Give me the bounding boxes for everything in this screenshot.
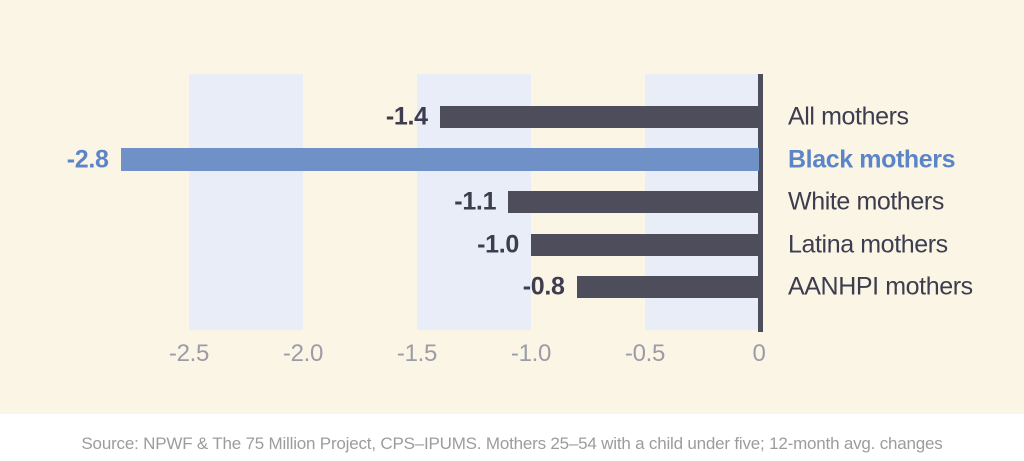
x-tick-label: -0.5 (624, 340, 666, 367)
source-note: Source: NPWF & The 75 Million Project, C… (81, 433, 943, 453)
bar-white-mothers (508, 191, 759, 214)
category-label-white-mothers: White mothers (788, 187, 944, 216)
x-tick-label: -2.0 (282, 340, 324, 367)
category-label-all-mothers: All mothers (788, 102, 909, 131)
plot-shaded-band (189, 74, 303, 330)
bar-all-mothers (439, 106, 759, 128)
bar-latina-mothers (531, 233, 759, 256)
x-tick-label: -1.5 (396, 340, 438, 367)
zero-axis-line (758, 74, 763, 332)
x-tick-label: -2.5 (168, 340, 210, 367)
x-tick-label: -1.0 (510, 340, 552, 367)
plot-area: -1.4 All mothers -2.8 Black mothers -1.1 Whit… (66, 74, 973, 367)
value-label-latina-mothers: -1.0 (477, 230, 519, 259)
value-label-white-mothers: -1.1 (454, 187, 497, 216)
category-label-latina-mothers: Latina mothers (788, 230, 948, 259)
x-tick-label: 0 (752, 340, 766, 367)
bar-aanhpi-mothers (576, 276, 759, 299)
category-label-black-mothers: Black mothers (788, 145, 956, 174)
value-label-black-mothers: -2.8 (66, 145, 109, 174)
value-label-all-mothers: -1.4 (385, 102, 428, 131)
category-label-aanhpi-mothers: AANHPI mothers (788, 272, 973, 301)
source-footer: Source: NPWF & The 75 Million Project, C… (0, 414, 1024, 461)
value-label-aanhpi-mothers: -0.8 (522, 272, 565, 301)
bar-black-mothers (120, 148, 759, 172)
